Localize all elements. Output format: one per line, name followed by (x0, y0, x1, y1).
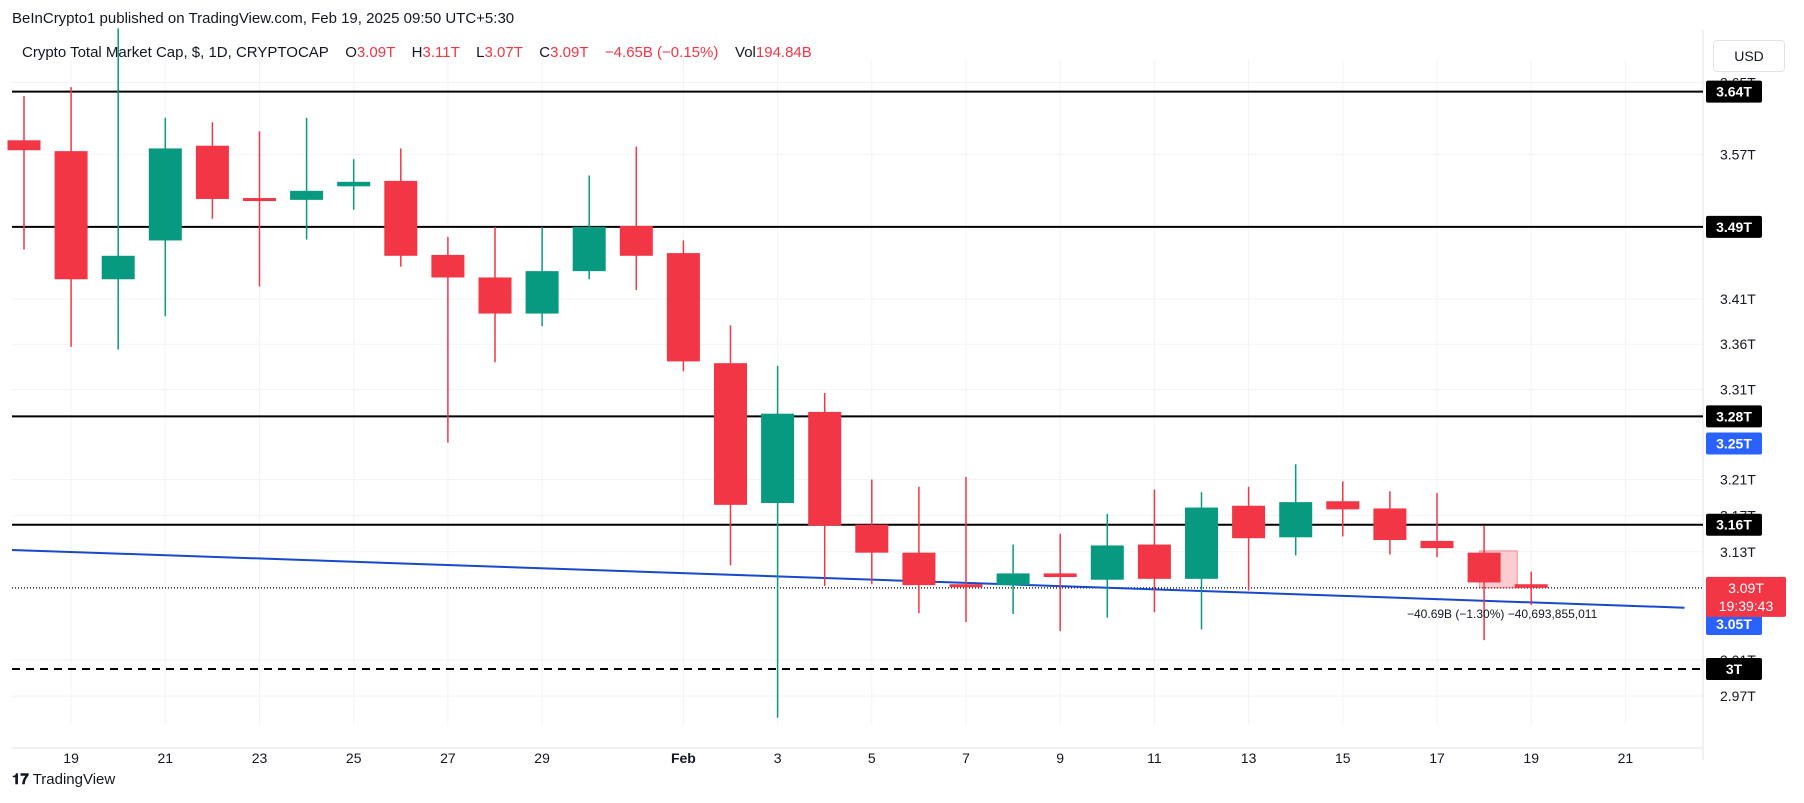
candle-body (243, 198, 276, 202)
tradingview-logo-icon: 𝟏𝟕 (12, 771, 29, 788)
level-price-label-bg (1706, 405, 1762, 428)
symbol-title[interactable]: Crypto Total Market Cap, $, 1D, CRYPTOCA… (22, 44, 329, 61)
open-value: 3.09T (356, 44, 395, 61)
axis-price-label-bg (1706, 432, 1762, 455)
footer-brand: 𝟏𝟕 TradingView (12, 771, 115, 788)
candle-body (996, 573, 1030, 586)
measurement-label: −40.69B (−1.30%) −40,693,855,011 (1407, 607, 1598, 621)
x-tick-label: 19 (63, 750, 79, 766)
close-label: C (539, 44, 551, 61)
level-price-label: 3.49T (1716, 219, 1752, 235)
high-label: H (411, 44, 423, 61)
candle-body (1467, 552, 1501, 583)
candle-body (1326, 501, 1360, 510)
candle-body (1373, 508, 1407, 541)
candle-body (1090, 545, 1124, 580)
candle-body (525, 271, 559, 314)
volume-label: Vol (735, 44, 756, 61)
high-value: 3.11T (422, 44, 460, 61)
level-price-label: 3.16T (1716, 517, 1752, 533)
x-tick-label: 27 (440, 750, 456, 766)
measurement-box (1479, 550, 1518, 589)
candle-body (478, 277, 512, 314)
level-price-label-bg (1706, 513, 1762, 536)
candle-body (761, 413, 795, 504)
y-tick-label: 3.13T (1720, 544, 1756, 560)
candle-body (54, 151, 88, 280)
level-price-label: 3T (1726, 661, 1743, 677)
candle-body (7, 140, 41, 151)
x-tick-label: 19 (1523, 750, 1539, 766)
publish-line: BeInCrypto1 published on TradingView.com… (12, 10, 515, 27)
y-tick-label: 2.97T (1720, 688, 1756, 704)
candle-body (855, 524, 889, 553)
level-price-label-bg (1706, 80, 1762, 103)
axis-price-label-bg (1706, 612, 1762, 635)
y-tick-label: 3.21T (1720, 472, 1756, 488)
x-tick-label: 21 (158, 750, 174, 766)
level-price-label: 3.64T (1716, 84, 1752, 100)
candle-body (1137, 544, 1171, 579)
candle-body (1185, 507, 1218, 579)
y-tick-label: 3.31T (1720, 381, 1756, 397)
candle-body (148, 148, 182, 241)
candle-body (714, 363, 747, 505)
candle-body (337, 181, 371, 187)
x-tick-label: 15 (1335, 750, 1351, 766)
candle-body (572, 226, 606, 272)
x-tick-label: 29 (534, 750, 550, 766)
x-tick-label: 23 (252, 750, 268, 766)
candle-body (290, 190, 324, 200)
symbol-legend: Crypto Total Market Cap, $, 1D, CRYPTOCA… (22, 44, 812, 61)
candle-body (1514, 584, 1548, 588)
open-label: O (345, 44, 357, 61)
x-tick-label: 13 (1241, 750, 1257, 766)
level-price-label-bg (1706, 658, 1762, 681)
y-tick-label: 3.57T (1720, 147, 1756, 163)
close-value: 3.09T (550, 44, 589, 61)
x-tick-label: 9 (1056, 750, 1064, 766)
candle-body (619, 226, 653, 256)
candle-body (431, 254, 465, 278)
level-price-label-bg (1706, 215, 1762, 238)
low-label: L (476, 44, 485, 61)
candle-body (1279, 502, 1313, 538)
x-tick-label: 11 (1147, 750, 1162, 766)
candle-body (1420, 540, 1454, 549)
trendline (11, 548, 1685, 609)
candle-body (808, 411, 842, 526)
candle-body (1232, 505, 1266, 539)
change-value: −4.65B (−0.15%) (604, 44, 719, 61)
x-tick-label: 25 (346, 750, 362, 766)
level-price-label: 3.28T (1716, 408, 1752, 424)
brand-name: TradingView (32, 771, 116, 788)
x-tick-label: 3 (774, 750, 782, 766)
x-tick-label: 21 (1618, 750, 1634, 766)
candle-body (384, 180, 418, 256)
candle-body (195, 145, 229, 199)
x-tick-label: 7 (962, 750, 970, 766)
countdown-label: 19:39:43 (1719, 598, 1774, 614)
axis-price-label: 3.05T (1716, 616, 1752, 632)
low-value: 3.07T (484, 44, 523, 61)
axis-price-label: 3.25T (1716, 435, 1752, 451)
candle-body (902, 552, 936, 586)
x-tick-label: 5 (868, 750, 876, 766)
y-tick-label: 3.41T (1720, 291, 1756, 307)
candle-body (1043, 573, 1077, 578)
currency-button[interactable]: USD (1713, 40, 1785, 72)
y-tick-label: 3.36T (1720, 336, 1756, 352)
volume-value: 194.84B (755, 44, 812, 61)
current-price-label-bg (1706, 576, 1786, 617)
x-tick-label: Feb (671, 750, 696, 766)
candle-body (101, 255, 135, 280)
candle-body (949, 584, 983, 588)
candle-body (666, 253, 700, 362)
current-price-label: 3.09T (1728, 580, 1764, 596)
x-tick-label: 17 (1429, 750, 1445, 766)
